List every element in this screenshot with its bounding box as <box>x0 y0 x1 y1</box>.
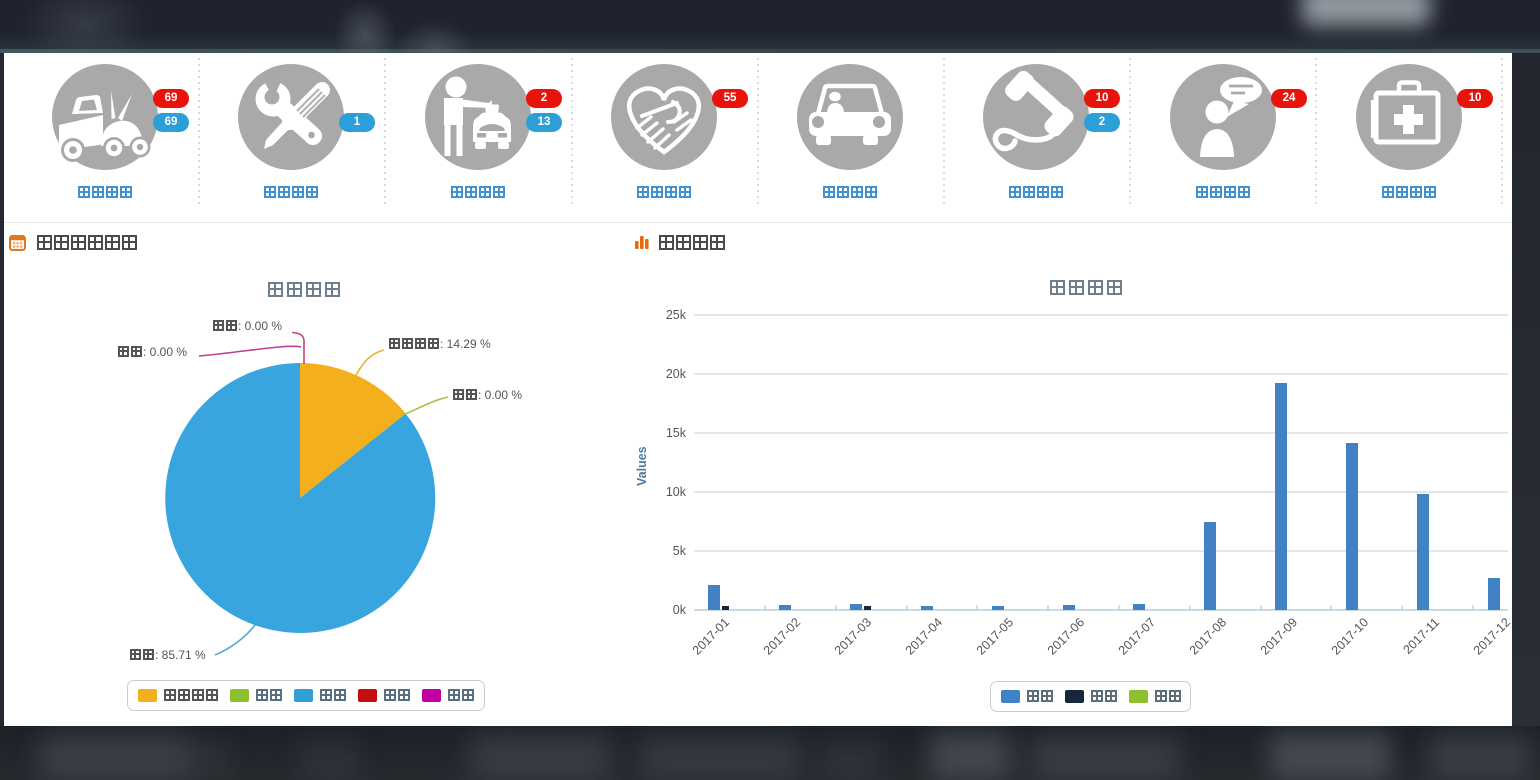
svg-text:15k: 15k <box>666 426 687 440</box>
svg-text:2017-06: 2017-06 <box>1045 615 1087 657</box>
svg-text:2017-08: 2017-08 <box>1187 615 1229 657</box>
svg-text:2017-09: 2017-09 <box>1258 615 1300 657</box>
svg-text:Values: Values <box>635 446 649 486</box>
svg-text:2017-04: 2017-04 <box>903 615 945 657</box>
svg-text:2017-01: 2017-01 <box>690 615 732 657</box>
svg-text:2017-11: 2017-11 <box>1400 615 1442 657</box>
svg-text:2017-12: 2017-12 <box>1471 615 1512 657</box>
svg-text:5k: 5k <box>673 544 687 558</box>
svg-text:2017-02: 2017-02 <box>761 615 803 657</box>
svg-text:10k: 10k <box>666 485 687 499</box>
svg-text:25k: 25k <box>666 308 687 322</box>
svg-text:2017-07: 2017-07 <box>1116 615 1158 657</box>
svg-text:2017-05: 2017-05 <box>974 615 1016 657</box>
svg-text:20k: 20k <box>666 367 687 381</box>
svg-text:2017-03: 2017-03 <box>832 615 874 657</box>
svg-text:2017-10: 2017-10 <box>1329 615 1371 657</box>
svg-text:0k: 0k <box>673 603 687 617</box>
